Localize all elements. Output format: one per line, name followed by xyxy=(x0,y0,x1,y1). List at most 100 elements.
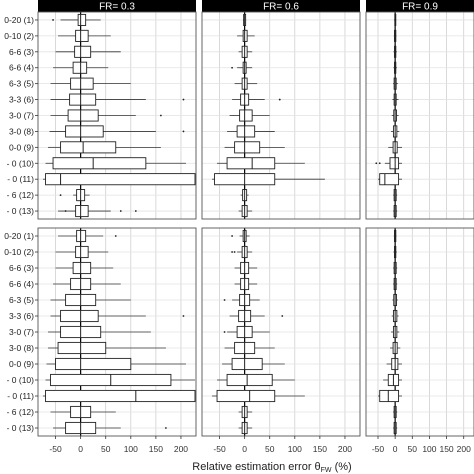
row-label: - 0 (10) xyxy=(7,158,35,168)
row-label: 3-3 (6) xyxy=(9,95,34,105)
box xyxy=(74,45,92,58)
outlier-point xyxy=(375,162,378,165)
row-label: 6-6 (3) xyxy=(9,263,34,273)
box xyxy=(75,29,89,42)
box xyxy=(69,93,97,106)
panel-title: FR= 0.9 xyxy=(402,2,438,13)
outlier-point xyxy=(114,235,117,237)
row-label: 0-20 (1) xyxy=(4,15,34,25)
box xyxy=(52,157,147,170)
x-tick-label: 200 xyxy=(338,444,352,454)
row-label: 6-6 (4) xyxy=(9,63,34,73)
x-tick-label: 50 xyxy=(408,444,418,454)
row-label: 6-6 (4) xyxy=(9,279,34,289)
outlier-point xyxy=(278,98,281,101)
x-tick-label: 100 xyxy=(288,444,302,454)
panel-title: FR= 0.6 xyxy=(263,2,299,13)
outlier-point xyxy=(165,427,167,429)
x-axis-label-unit: (%) xyxy=(332,461,352,473)
outlier-point xyxy=(64,210,67,212)
panel-border xyxy=(201,11,361,220)
row-label: - 6 (12) xyxy=(7,190,35,200)
panel-strip xyxy=(38,0,196,12)
x-tick-label: 50 xyxy=(101,444,111,454)
box xyxy=(60,309,99,323)
box xyxy=(242,29,248,42)
outlier-point xyxy=(119,210,122,212)
x-tick-label: 100 xyxy=(422,444,436,454)
x-tick-label: 150 xyxy=(149,444,163,454)
box xyxy=(239,109,253,122)
x-axis-label-subscript: FW xyxy=(321,467,332,474)
x-tick-label: 0 xyxy=(242,444,247,454)
panel-border xyxy=(365,227,474,437)
box xyxy=(236,125,256,138)
panel-title: FR= 0.3 xyxy=(99,2,135,13)
box xyxy=(77,13,87,26)
panel-border xyxy=(365,11,474,220)
outlier-point xyxy=(378,162,381,165)
box xyxy=(226,157,276,170)
box xyxy=(67,109,99,122)
outlier-point xyxy=(281,315,284,317)
box xyxy=(55,357,132,371)
box xyxy=(45,173,196,186)
row-label: 6-6 (3) xyxy=(9,47,34,57)
box xyxy=(234,141,261,154)
box xyxy=(72,61,88,74)
row-label: 6-3 (5) xyxy=(9,79,34,89)
outlier-point xyxy=(231,251,233,253)
row-label: 3-3 (6) xyxy=(9,311,34,321)
box xyxy=(379,389,400,403)
row-label: - 6 (12) xyxy=(7,407,35,417)
outlier-point xyxy=(182,130,185,133)
box xyxy=(60,141,117,154)
row-label: 3-0 (8) xyxy=(9,126,34,136)
row-label: - 0 (10) xyxy=(7,375,35,385)
x-tick-label: 150 xyxy=(313,444,327,454)
outlier-point xyxy=(159,114,162,117)
x-tick-label: 0 xyxy=(78,444,83,454)
x-tick-label: -50 xyxy=(49,444,62,454)
row-label: 6-3 (5) xyxy=(9,295,34,305)
x-tick-label: 0 xyxy=(393,444,398,454)
outlier-point xyxy=(52,19,54,21)
x-tick-label: 200 xyxy=(174,444,188,454)
panel-border xyxy=(201,227,361,437)
row-label: 3-0 (7) xyxy=(9,111,34,121)
x-axis-label-main: Relative estimation error θ xyxy=(192,461,320,473)
row-label: 0-20 (1) xyxy=(4,231,34,241)
x-tick-label: 150 xyxy=(439,444,453,454)
outlier-point xyxy=(231,66,233,69)
row-label: 0-0 (9) xyxy=(9,142,34,152)
x-tick-label: 50 xyxy=(265,444,275,454)
box xyxy=(75,245,89,259)
box xyxy=(70,77,94,90)
x-axis-label: Relative estimation error θFW (%) xyxy=(192,461,351,474)
row-label: 0-0 (9) xyxy=(9,359,34,369)
row-label: - 0 (11) xyxy=(7,391,34,401)
box xyxy=(65,125,104,138)
row-label: 0-10 (2) xyxy=(4,247,34,257)
outlier-point xyxy=(59,194,62,197)
outlier-point xyxy=(134,210,137,212)
outlier-point xyxy=(231,235,233,237)
row-label: - 0 (13) xyxy=(7,206,35,216)
box xyxy=(57,341,107,355)
row-label: 3-0 (7) xyxy=(9,327,34,337)
box xyxy=(216,389,276,403)
box xyxy=(75,205,89,218)
row-label: - 0 (11) xyxy=(7,174,34,184)
box xyxy=(226,373,273,387)
panel-strip xyxy=(202,0,360,12)
x-tick-label: -50 xyxy=(372,444,385,454)
box xyxy=(76,229,87,243)
row-label: 0-10 (2) xyxy=(4,31,34,41)
row-label: 3-0 (8) xyxy=(9,343,34,353)
box xyxy=(231,357,263,371)
outlier-point xyxy=(233,251,236,253)
outlier-point xyxy=(182,315,185,317)
outlier-point xyxy=(223,299,226,301)
box xyxy=(72,261,92,275)
